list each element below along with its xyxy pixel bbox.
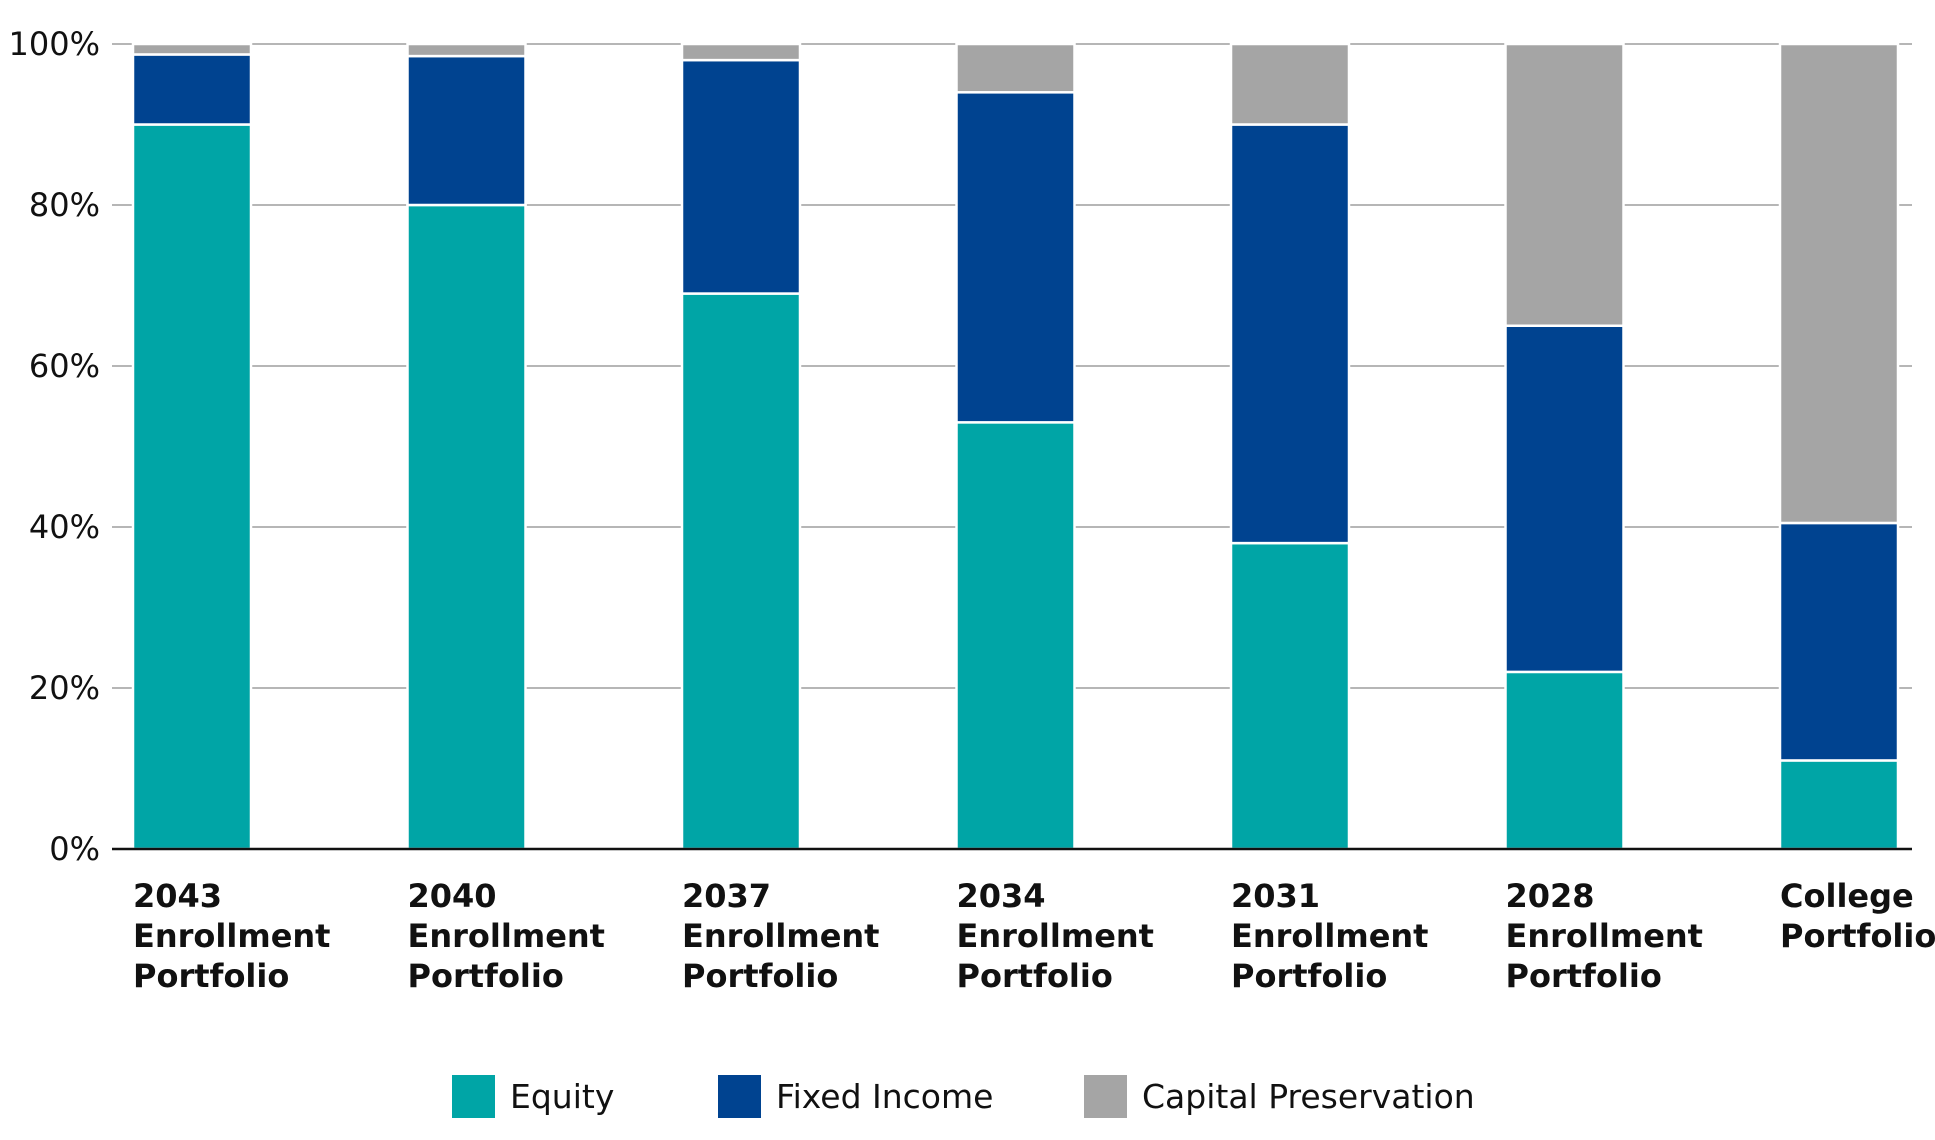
bar-segment-equity xyxy=(1778,759,1900,851)
category-label: Portfolio xyxy=(957,957,1113,995)
category-label: Portfolio xyxy=(1506,957,1662,995)
bar-segment-fixed-income xyxy=(1778,521,1900,762)
category-label: Enrollment xyxy=(408,917,605,955)
category-label: Enrollment xyxy=(1231,917,1428,955)
bar-segment-fixed-income xyxy=(131,53,253,126)
category-label: Portfolio xyxy=(1231,957,1387,995)
bar-segment-fixed-income xyxy=(680,58,802,295)
category-label: 2040 xyxy=(408,877,497,915)
legend-swatch xyxy=(1084,1075,1127,1118)
legend-label: Fixed Income xyxy=(776,1077,993,1116)
bar-segment-equity xyxy=(680,292,802,851)
bar-segment-capital-preservation xyxy=(955,42,1076,94)
bar-segment-fixed-income xyxy=(1504,324,1625,674)
bar-segment-capital-preservation xyxy=(1778,42,1900,525)
legend-swatch xyxy=(452,1075,495,1118)
category-label: Portfolio xyxy=(682,957,838,995)
bar-segment-capital-preservation xyxy=(680,42,802,62)
bar-segment-fixed-income xyxy=(406,54,527,207)
category-label: 2028 xyxy=(1506,877,1595,915)
y-tick-label: 20% xyxy=(29,669,100,707)
category-label: College xyxy=(1780,877,1914,915)
category-labels: 2043EnrollmentPortfolio2040EnrollmentPor… xyxy=(133,877,1935,995)
category-label: Portfolio xyxy=(408,957,564,995)
bars xyxy=(131,42,1900,851)
category-label: 2043 xyxy=(133,877,222,915)
bar-segment-capital-preservation xyxy=(131,42,253,56)
bar-segment-capital-preservation xyxy=(406,42,527,58)
category-label: 2031 xyxy=(1231,877,1320,915)
category-label: 2037 xyxy=(682,877,771,915)
y-tick-label: 100% xyxy=(9,25,100,63)
bar-segment-equity xyxy=(1229,541,1351,851)
y-tick-label: 60% xyxy=(29,347,100,385)
bar-segment-equity xyxy=(406,203,527,851)
category-label: Portfolio xyxy=(133,957,289,995)
category-label: Enrollment xyxy=(133,917,330,955)
y-tick-label: 40% xyxy=(29,508,100,546)
y-tick-label: 0% xyxy=(49,830,100,868)
y-tick-label: 80% xyxy=(29,186,100,224)
legend: Equity Fixed Income Capital Preservation xyxy=(452,1075,1475,1118)
category-label: 2034 xyxy=(957,877,1046,915)
legend-swatch xyxy=(718,1075,761,1118)
y-axis-tick-labels: 0% 20% 40% 60% 80% 100% xyxy=(9,25,100,868)
bar-segment-capital-preservation xyxy=(1229,42,1351,126)
category-label: Enrollment xyxy=(1506,917,1703,955)
bar-segment-fixed-income xyxy=(955,91,1076,424)
bar-segment-equity xyxy=(1504,670,1625,851)
bar-segment-equity xyxy=(131,123,253,851)
bar-segment-fixed-income xyxy=(1229,123,1351,545)
legend-label: Equity xyxy=(510,1077,614,1116)
category-label: Enrollment xyxy=(957,917,1154,955)
legend-label: Capital Preservation xyxy=(1142,1077,1475,1116)
category-label: Enrollment xyxy=(682,917,879,955)
bar-segment-equity xyxy=(955,421,1076,851)
category-label: Portfolio xyxy=(1780,917,1935,955)
bar-segment-capital-preservation xyxy=(1504,42,1625,327)
